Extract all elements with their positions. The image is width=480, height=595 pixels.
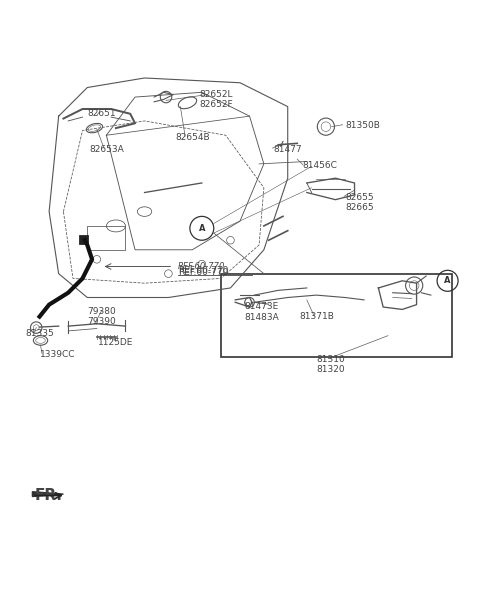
Text: 1125DE: 1125DE	[98, 338, 133, 347]
Text: FR.: FR.	[35, 488, 63, 503]
Text: 82652L
82652F: 82652L 82652F	[199, 90, 233, 109]
Bar	[87, 226, 125, 250]
Text: 81473E
81483A: 81473E 81483A	[245, 302, 279, 322]
Text: 79380
79390: 79380 79390	[87, 307, 116, 327]
Bar	[221, 274, 452, 357]
Text: REF.60-770: REF.60-770	[178, 262, 225, 271]
Polygon shape	[33, 491, 63, 496]
Text: A: A	[444, 276, 451, 285]
Text: 82654B: 82654B	[175, 133, 210, 142]
Text: 81477: 81477	[274, 145, 302, 154]
Text: 1339CC: 1339CC	[39, 350, 75, 359]
Text: 81310
81320: 81310 81320	[316, 355, 345, 374]
Text: 81371B: 81371B	[299, 312, 334, 321]
Text: 82651: 82651	[87, 109, 116, 118]
Text: 82653A: 82653A	[89, 145, 124, 154]
Text: REF.60-770: REF.60-770	[178, 267, 228, 275]
Text: A: A	[199, 224, 205, 233]
Text: 82655
82665: 82655 82665	[345, 193, 373, 212]
Bar	[79, 236, 88, 244]
Text: 81335: 81335	[25, 328, 54, 337]
Text: REF.60-770: REF.60-770	[178, 268, 228, 277]
Text: 81456C: 81456C	[302, 161, 337, 171]
Text: 81350B: 81350B	[345, 121, 380, 130]
